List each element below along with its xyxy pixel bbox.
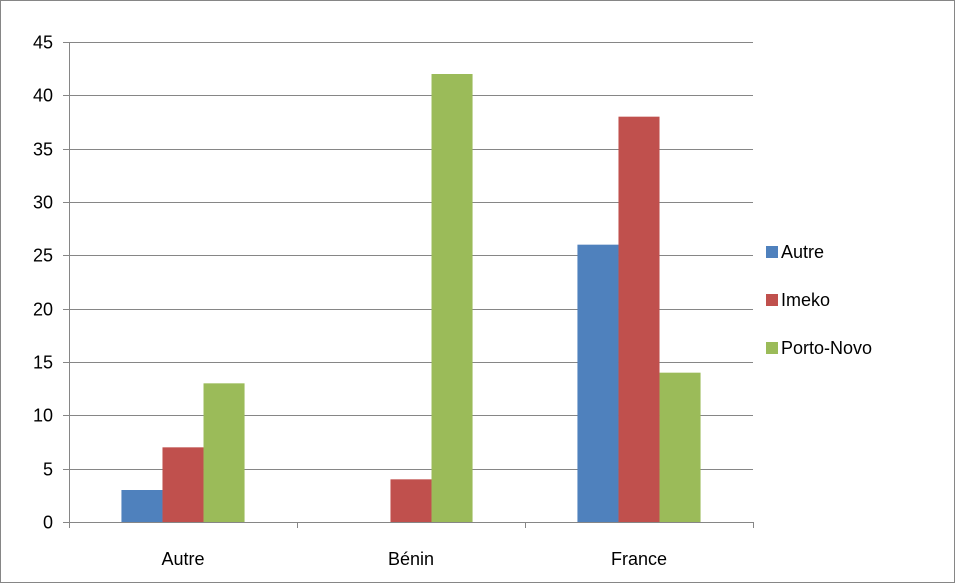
bar-imeko-2 — [618, 116, 660, 523]
y-tick-label: 20 — [33, 300, 53, 320]
bar-porto-novo-1 — [431, 74, 473, 522]
legend-label: Autre — [781, 242, 824, 262]
y-tick-labels: 0 5 10 15 20 25 30 35 40 45 — [33, 33, 53, 533]
y-tick-label: 25 — [33, 246, 53, 266]
y-tick-label: 15 — [33, 353, 53, 373]
bar-imeko-0 — [162, 447, 204, 522]
bar-autre-2 — [577, 244, 619, 522]
legend-swatch — [766, 246, 778, 258]
y-tick-label: 35 — [33, 140, 53, 160]
gridlines — [69, 42, 753, 470]
legend-swatch — [766, 342, 778, 354]
x-tick-label: France — [611, 549, 667, 569]
legend-label: Imeko — [781, 290, 830, 310]
legend-label: Porto-Novo — [781, 338, 872, 358]
y-tick-label: 0 — [43, 513, 53, 533]
legend: Autre Imeko Porto-Novo — [766, 242, 872, 358]
x-tick-label: Autre — [161, 549, 204, 569]
axes — [63, 42, 754, 528]
legend-swatch — [766, 294, 778, 306]
bars — [121, 74, 701, 523]
bar-imeko-1 — [390, 479, 432, 522]
y-tick-label: 45 — [33, 33, 53, 53]
y-tick-label: 30 — [33, 193, 53, 213]
y-tick-label: 10 — [33, 406, 53, 426]
y-tick-label: 5 — [43, 460, 53, 480]
bar-porto-novo-2 — [659, 372, 701, 522]
x-tick-label: Bénin — [388, 549, 434, 569]
bar-porto-novo-0 — [203, 383, 245, 522]
y-tick-label: 40 — [33, 86, 53, 106]
bar-autre-0 — [121, 490, 163, 522]
x-tick-labels: Autre Bénin France — [161, 549, 667, 569]
